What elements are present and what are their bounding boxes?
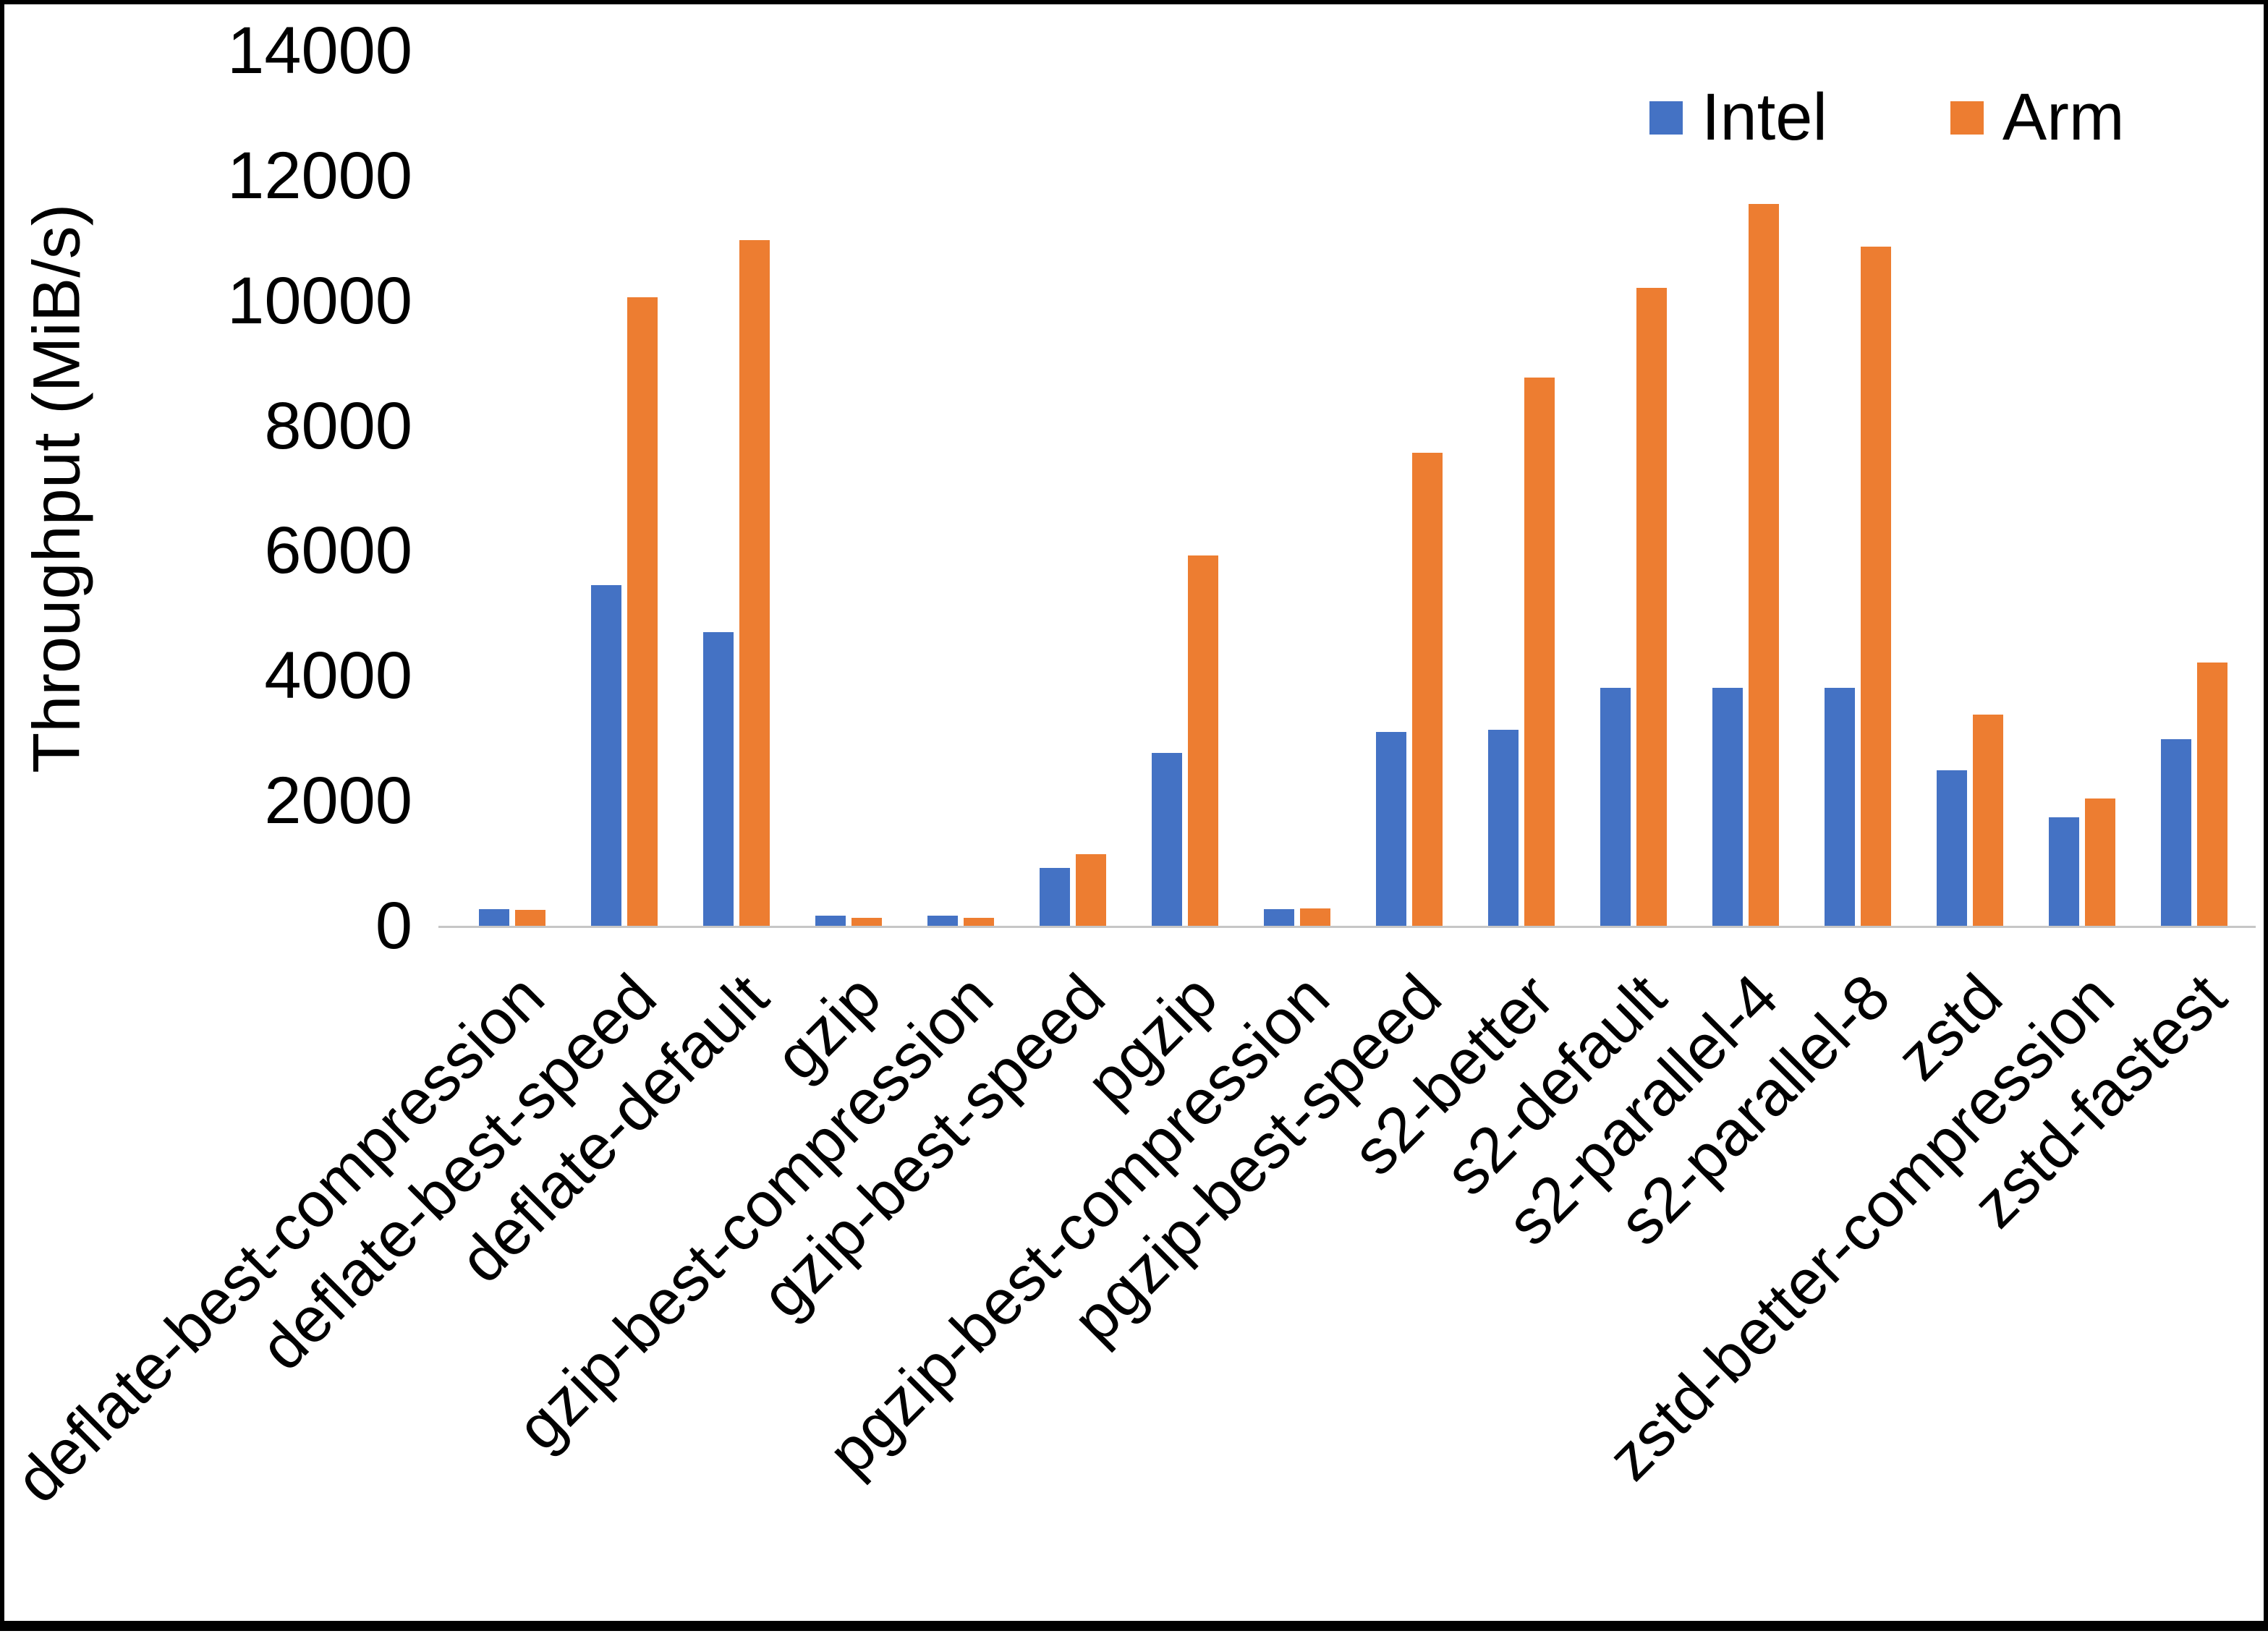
bar-intel-pgzip-best-speed <box>1376 732 1406 926</box>
bar-arm-pgzip-best-compression <box>1300 908 1330 926</box>
bar-arm-gzip <box>851 918 882 926</box>
bar-intel-s2-parallel-8 <box>1825 688 1855 926</box>
bar-arm-zstd-better-compression <box>2085 798 2115 926</box>
bar-arm-gzip-best-compression <box>964 918 994 926</box>
bar-arm-s2-default <box>1636 288 1667 926</box>
bar-intel-zstd <box>1937 770 1967 926</box>
bar-arm-deflate-default <box>739 240 770 926</box>
legend-label: Intel <box>1702 80 1827 154</box>
y-tick-label: 14000 <box>227 14 412 88</box>
bar-intel-pgzip <box>1152 753 1182 926</box>
bar-arm-zstd <box>1973 715 2003 926</box>
bar-intel-zstd-fastest <box>2161 739 2191 926</box>
y-tick-label: 0 <box>375 889 412 963</box>
legend-item-intel: Intel <box>1649 80 1827 156</box>
legend-label: Arm <box>2002 80 2125 154</box>
bar-arm-s2-parallel-8 <box>1861 247 1891 926</box>
bar-intel-s2-parallel-4 <box>1712 688 1743 926</box>
y-tick-label: 8000 <box>264 389 412 463</box>
y-tick-label: 12000 <box>227 139 412 213</box>
bar-intel-s2-default <box>1600 688 1631 926</box>
bar-intel-gzip-best-speed <box>1040 868 1070 926</box>
bar-intel-pgzip-best-compression <box>1264 909 1294 926</box>
bar-intel-zstd-better-compression <box>2049 817 2079 926</box>
legend-swatch-arm <box>1950 101 1984 135</box>
bar-arm-deflate-best-compression <box>515 910 545 926</box>
bar-arm-pgzip <box>1188 555 1218 926</box>
y-tick-label: 2000 <box>264 764 412 838</box>
y-tick-label: 4000 <box>264 639 412 712</box>
bar-intel-gzip <box>815 916 846 926</box>
bar-intel-gzip-best-compression <box>927 916 958 926</box>
bar-arm-gzip-best-speed <box>1076 854 1106 926</box>
x-axis-line <box>438 926 2256 928</box>
bar-intel-s2-better <box>1488 730 1519 926</box>
bar-intel-deflate-best-compression <box>479 909 509 926</box>
bar-intel-deflate-best-speed <box>591 585 621 926</box>
bar-arm-deflate-best-speed <box>627 297 658 926</box>
bar-arm-s2-parallel-4 <box>1749 204 1779 926</box>
bar-arm-zstd-fastest <box>2197 663 2227 926</box>
y-tick-label: 6000 <box>264 514 412 587</box>
legend-item-arm: Arm <box>1950 80 2125 156</box>
y-tick-label: 10000 <box>227 264 412 338</box>
bar-intel-deflate-default <box>703 632 734 926</box>
bar-arm-pgzip-best-speed <box>1412 453 1443 926</box>
legend-swatch-intel <box>1649 101 1683 135</box>
legend: Intel Arm <box>1649 80 2125 156</box>
bar-arm-s2-better <box>1524 378 1555 926</box>
